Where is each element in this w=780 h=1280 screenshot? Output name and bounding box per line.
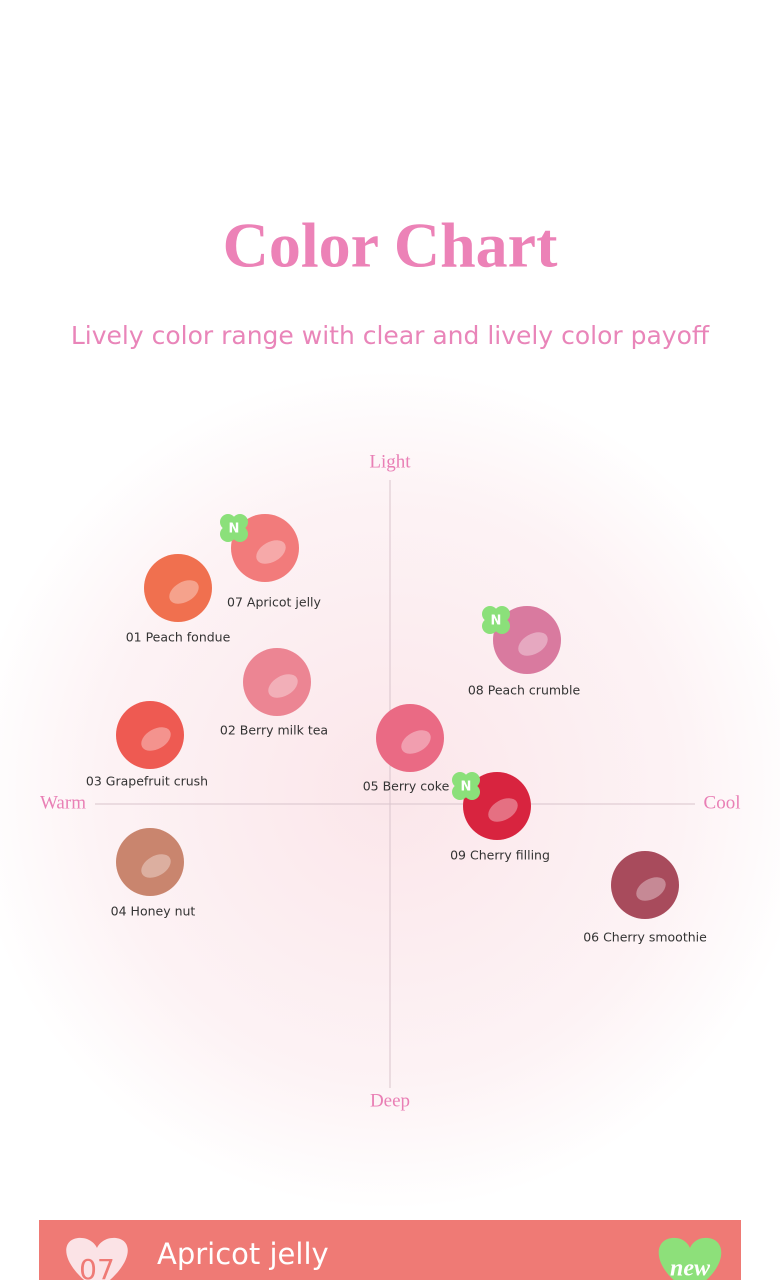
swatch bbox=[463, 772, 531, 840]
badge-petal bbox=[220, 526, 236, 542]
badge-petal bbox=[494, 606, 510, 622]
swatch-shine bbox=[636, 877, 666, 901]
badge-petal bbox=[220, 514, 236, 530]
axis-label: Deep bbox=[370, 1090, 410, 1111]
axis-label: Warm bbox=[40, 792, 86, 813]
swatch bbox=[231, 514, 299, 582]
badge-petal bbox=[464, 784, 480, 800]
swatch bbox=[376, 704, 444, 772]
new-badge bbox=[658, 1237, 722, 1280]
swatch bbox=[144, 554, 212, 622]
swatch-label: 08 Peach crumble bbox=[468, 683, 581, 698]
swatch-label: 07 Apricot jelly bbox=[227, 595, 321, 610]
swatch bbox=[243, 648, 311, 716]
badge-petal bbox=[464, 772, 480, 788]
swatch-group: 07 Apricot jelly N 01 Peach fondue 08 Peach… bbox=[86, 514, 707, 945]
badge-petal bbox=[494, 618, 510, 634]
swatch bbox=[493, 606, 561, 674]
banner-heart bbox=[66, 1237, 128, 1280]
swatch-label: 06 Cherry smoothie bbox=[583, 930, 707, 945]
badge-petal bbox=[452, 772, 468, 788]
badge-petal bbox=[232, 514, 248, 530]
swatch-shine bbox=[488, 798, 518, 822]
swatch-shine bbox=[141, 727, 171, 751]
subtitle: Lively color range with clear and lively… bbox=[71, 321, 710, 350]
badge-text: N bbox=[229, 522, 240, 537]
banner-title: Apricot jelly bbox=[157, 1237, 329, 1271]
badge-petal bbox=[482, 618, 498, 634]
title: Color Chart bbox=[223, 210, 558, 281]
swatch-shine bbox=[141, 854, 171, 878]
badge-text: N bbox=[491, 614, 502, 629]
swatch-shine bbox=[401, 730, 431, 754]
banner bbox=[39, 1220, 741, 1280]
axis-label: Light bbox=[369, 451, 411, 472]
swatch-label: 09 Cherry filling bbox=[450, 848, 550, 863]
badge-petal bbox=[452, 784, 468, 800]
swatch-label: 03 Grapefruit crush bbox=[86, 774, 208, 789]
axis-label: Cool bbox=[704, 792, 741, 813]
badge-petal bbox=[232, 526, 248, 542]
swatch-label: 04 Honey nut bbox=[111, 904, 196, 919]
swatch-shine bbox=[169, 580, 199, 604]
swatch-shine bbox=[256, 540, 286, 564]
swatch-label: 02 Berry milk tea bbox=[220, 723, 328, 738]
banner-number: 07 bbox=[79, 1253, 115, 1280]
new-badge-text: new bbox=[670, 1256, 711, 1280]
swatch-label: 01 Peach fondue bbox=[126, 630, 231, 645]
swatch-shine bbox=[268, 674, 298, 698]
swatch bbox=[116, 828, 184, 896]
swatch bbox=[611, 851, 679, 919]
swatch bbox=[116, 701, 184, 769]
badge-petal bbox=[482, 606, 498, 622]
badge-text: N bbox=[461, 780, 472, 795]
swatch-shine bbox=[518, 632, 548, 656]
swatch-label: 05 Berry coke bbox=[363, 779, 450, 794]
